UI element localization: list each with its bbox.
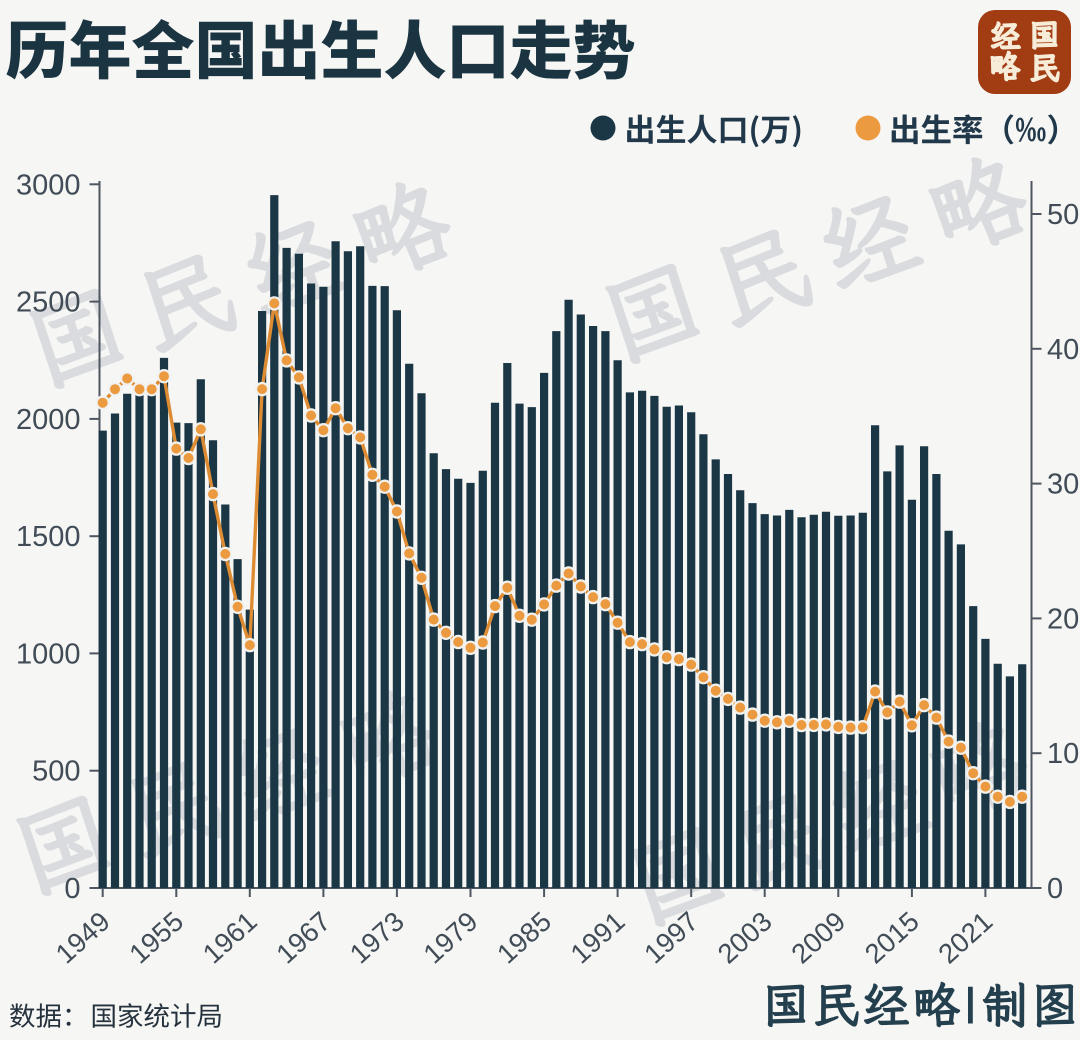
svg-text:2500: 2500 [16,287,81,319]
svg-text:2000: 2000 [16,404,81,436]
svg-text:500: 500 [32,756,80,788]
svg-text:40: 40 [1047,334,1079,366]
svg-text:0: 0 [1047,873,1063,905]
svg-text:50: 50 [1047,199,1079,231]
svg-text:1000: 1000 [16,638,81,670]
svg-text:0: 0 [64,873,80,905]
svg-text:3000: 3000 [16,169,81,201]
svg-text:1500: 1500 [16,521,81,553]
svg-text:30: 30 [1047,469,1079,501]
svg-text:10: 10 [1047,738,1079,770]
svg-text:20: 20 [1047,603,1079,635]
